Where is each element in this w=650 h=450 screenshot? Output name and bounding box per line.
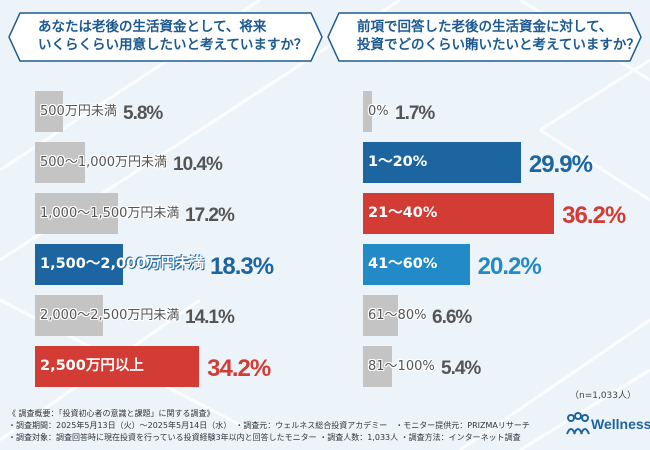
question-left-line2: いくらくらい用意したいと考えていますか？ (38, 37, 308, 53)
wellness-logo: Wellness (565, 412, 650, 442)
value-label: 5.4% (441, 358, 481, 379)
value-label: 29.9% (528, 151, 593, 178)
bar-row: 1,000～1,500万円未満 17.2% (35, 193, 355, 234)
value-label: 17.2% (185, 205, 235, 226)
category-label: 61～80% (368, 308, 427, 323)
logo-text: Wellness (591, 416, 650, 432)
bar (35, 142, 85, 183)
bar (35, 244, 123, 285)
bar (35, 346, 200, 387)
logo-people-icon (566, 412, 590, 435)
category-label: 1～20% (368, 154, 428, 170)
bar (363, 295, 398, 336)
bar-row: 81～100% 5.4% (363, 346, 650, 387)
footer-line2: ・調査期間：2025年5月13日（火）～2025年5月14日（水） ・調査元：ウ… (8, 421, 530, 430)
bar (35, 91, 63, 132)
value-label: 10.4% (173, 154, 223, 175)
category-label: 41～60% (368, 256, 438, 272)
sample-size-note: （n=1,033人） (569, 391, 636, 401)
bar-row: 500～1,000万円未満 10.4% (35, 142, 355, 183)
bar (35, 295, 103, 336)
bar-row: 41～60% 20.2% (363, 244, 650, 285)
bar (35, 193, 118, 234)
category-label: 0% (368, 104, 389, 119)
bar-row: 61～80% 6.6% (363, 295, 650, 336)
category-label: 1,500～2,000万円未満 (40, 256, 205, 272)
survey-footer: 《 調査概要：「投資初心者の意識と課題」に関する調査》 ・調査期間：2025年5… (8, 408, 530, 444)
bar-row: 2,500万円以上 34.2% (35, 346, 355, 387)
bar-row: 500万円未満 5.8% (35, 91, 355, 132)
value-label: 14.1% (185, 307, 235, 328)
category-label: 500万円未満 (40, 104, 117, 119)
bar-row: 2,000～2,500万円未満 14.1% (35, 295, 355, 336)
bar-row: 1,500～2,000万円未満 18.3% (35, 244, 355, 285)
category-label: 1,000～1,500万円未満 (40, 206, 180, 221)
category-label: 2,000～2,500万円未満 (40, 308, 180, 323)
category-label: 500～1,000万円未満 (40, 155, 168, 170)
footer-line3: ・調査対象：調査回答時に現在投資を行っている投資経験3年以内と回答したモニター … (8, 433, 521, 442)
question-right-line2: 投資でどのくらい賄いたいと考えていますか？ (357, 37, 640, 53)
question-right-line1: 前項で回答した老後の生活資金に対して、 (357, 19, 613, 35)
bar (363, 346, 392, 387)
category-label: 21～40% (368, 205, 438, 221)
bar (363, 244, 470, 285)
value-label: 6.6% (432, 307, 472, 328)
bar-row: 1～20% 29.9% (363, 142, 650, 183)
value-label: 1.7% (395, 103, 435, 124)
bar (363, 142, 521, 183)
question-left-line1: あなたは老後の生活資金として、将来 (38, 19, 267, 35)
question-right-header: 前項で回答した老後の生活資金に対して、 投資でどのくらい賄いたいと考えていますか… (327, 12, 642, 62)
value-label: 18.3% (210, 253, 274, 280)
bar-row: 21～40% 36.2% (363, 193, 650, 234)
category-label: 2,500万円以上 (40, 358, 144, 374)
footer-line1: 《 調査概要：「投資初心者の意識と課題」に関する調査》 (8, 409, 215, 418)
value-label: 5.8% (123, 103, 163, 124)
value-label: 20.2% (477, 253, 542, 280)
bar (363, 193, 555, 234)
bar (363, 91, 372, 132)
category-label: 81～100% (368, 359, 435, 374)
question-left-header: あなたは老後の生活資金として、将来 いくらくらい用意したいと考えていますか？ (8, 12, 323, 62)
bar-row: 0% 1.7% (363, 91, 650, 132)
value-label: 36.2% (562, 202, 626, 229)
value-label: 34.2% (207, 355, 271, 382)
